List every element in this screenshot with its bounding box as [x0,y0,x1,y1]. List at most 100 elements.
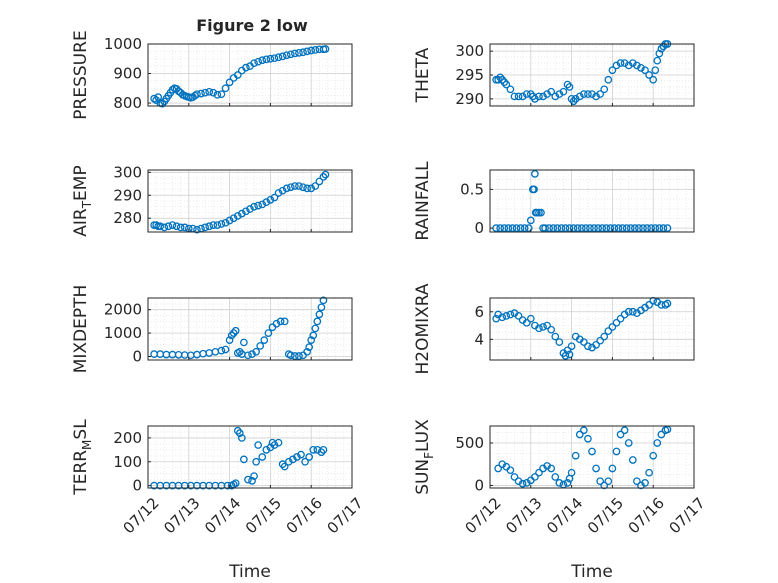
data-point [496,224,505,232]
data-point [622,224,631,232]
data-point [598,224,607,232]
data-point [604,477,613,486]
data-point [579,426,588,435]
x-tick-label: 07/15 [242,494,285,537]
data-point [590,224,598,232]
x-axis-label: Time [228,562,271,582]
data-point [524,224,533,232]
data-point [299,183,307,192]
data-point [286,351,295,360]
data-point [608,66,617,75]
y-tick-label: 280 [113,209,142,227]
data-point [547,87,556,96]
data-point [565,83,574,91]
data-point [628,456,637,464]
axes-box [147,43,353,107]
data-point [213,90,222,99]
data-point [614,224,623,232]
data-point [233,71,242,79]
data-point [557,224,566,232]
data-point [231,326,240,335]
data-point [209,221,218,229]
data-point [282,184,291,193]
y-tick-label: 0 [474,219,484,237]
data-point [254,441,263,449]
data-point [616,430,625,439]
x-axis-label: Time [570,562,613,582]
data-point [551,92,560,101]
data-point [309,331,318,340]
data-point [262,55,271,64]
data-point [319,296,328,305]
data-point [278,52,287,61]
data-point [602,224,611,232]
data-point [172,222,181,231]
data-point [176,223,185,232]
data-point [628,307,637,316]
data-point [319,445,328,454]
data-point [643,224,651,232]
data-point [610,224,619,232]
data-point [663,224,672,232]
data-point [600,481,609,490]
data-point [240,455,248,464]
data-point [618,224,627,232]
data-point [150,94,158,103]
data-point [620,426,629,435]
data-point [645,71,653,79]
data-point [584,434,592,443]
data-point [526,314,535,323]
data-point [274,189,283,197]
x-tick-label: 07/12 [119,494,162,537]
data-point [535,468,543,477]
data-point [311,46,320,54]
data-point [655,49,664,58]
x-tick-label: 07/17 [665,494,708,537]
data-point [612,447,621,456]
data-point [303,347,311,356]
data-point [604,327,613,335]
subplot-h2omixra: 4 6 H2OMIXRA [413,283,695,375]
data-point [624,439,633,447]
data-point [270,441,279,449]
y-tick-label: 295 [455,66,484,84]
data-point [193,90,201,99]
data-point [659,224,668,232]
data-point [600,85,609,94]
data-point [244,475,252,484]
data-point [584,90,592,98]
data-point [225,78,234,87]
y-tick-label: 290 [455,90,484,108]
data-point [280,462,289,471]
data-point [299,48,307,57]
y-axis-label: SUNFLUX [413,419,436,495]
data-point [549,224,558,232]
plot-area [490,426,694,488]
data-point [567,342,576,351]
data-point [649,75,658,84]
data-point [209,88,218,97]
data-point [262,445,271,454]
data-point [274,438,283,447]
data-point [641,479,649,487]
x-tick-label: 07/14 [201,494,244,537]
data-point [592,464,600,473]
data-point [502,80,511,89]
y-tick-label: 2000 [104,301,142,319]
data-point [217,90,226,99]
y-axis-label: MIXDEPTH [71,285,91,374]
data-point [624,307,633,316]
data-point [500,224,509,232]
y-tick-label: 300 [113,163,142,181]
data-point [256,342,265,350]
data-point [205,222,214,231]
data-point [305,343,314,351]
y-tick-label: 100 [113,453,142,471]
plot-area [148,44,352,106]
data-point [512,224,521,232]
data-point [563,346,572,355]
data-point [608,464,617,473]
data-point [291,352,299,360]
data-point [582,224,590,232]
